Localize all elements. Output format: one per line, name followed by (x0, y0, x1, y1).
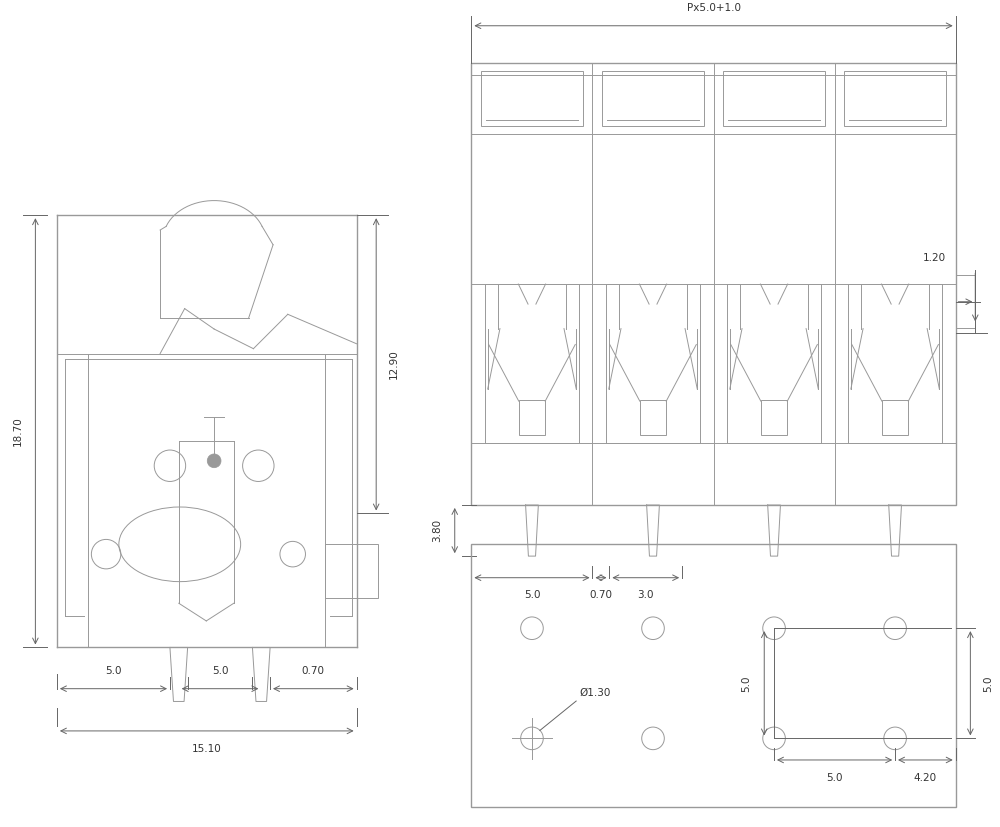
Text: 5.0: 5.0 (983, 675, 993, 691)
Text: 0.70: 0.70 (302, 666, 325, 676)
Polygon shape (768, 505, 780, 556)
Text: 5.0: 5.0 (105, 666, 122, 676)
Bar (602, 71, 704, 126)
Text: 4.20: 4.20 (914, 772, 937, 782)
Bar (471, 63, 956, 505)
Text: 3.0: 3.0 (638, 590, 654, 600)
Text: 5.0: 5.0 (212, 666, 228, 676)
Text: 0.70: 0.70 (589, 590, 612, 600)
Text: 5.0: 5.0 (524, 590, 540, 600)
Polygon shape (252, 648, 270, 701)
Polygon shape (889, 505, 901, 556)
Circle shape (207, 454, 221, 468)
Bar (606, 284, 700, 443)
Polygon shape (526, 505, 538, 556)
Bar (956, 275, 975, 328)
Text: 15.10: 15.10 (192, 743, 222, 753)
Bar (727, 284, 821, 443)
Text: 1.20: 1.20 (922, 253, 946, 264)
Text: 5.0: 5.0 (741, 675, 751, 691)
Text: 12.90: 12.90 (389, 350, 399, 380)
Bar (844, 71, 946, 126)
Text: Ø1.30: Ø1.30 (579, 688, 610, 698)
Bar (519, 400, 545, 435)
Polygon shape (170, 648, 188, 701)
Bar (723, 71, 825, 126)
Bar (485, 284, 579, 443)
Text: 18.70: 18.70 (13, 417, 23, 447)
Bar (471, 544, 956, 806)
Text: Px5.0+1.0: Px5.0+1.0 (687, 3, 741, 13)
Bar (325, 544, 378, 598)
Bar (848, 284, 942, 443)
Bar (481, 71, 583, 126)
Bar (761, 400, 787, 435)
Bar (640, 400, 666, 435)
Bar (882, 400, 908, 435)
Text: 5.0: 5.0 (826, 772, 843, 782)
Polygon shape (647, 505, 659, 556)
Text: 3.80: 3.80 (432, 519, 442, 543)
